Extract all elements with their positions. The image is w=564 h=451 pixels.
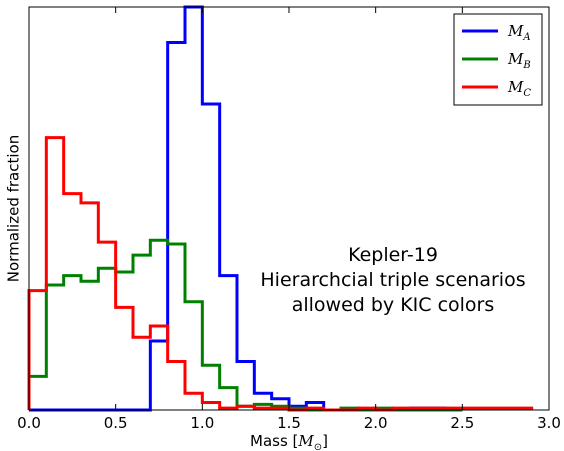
chart-annotation: Kepler-19 Hierarchcial triple scenarios …	[260, 244, 525, 316]
x-tick-label: 0.0	[17, 414, 41, 432]
annotation-line-3: allowed by KIC colors	[292, 294, 495, 316]
legend-label-c: MC	[507, 78, 531, 99]
x-tick-label: 2.5	[450, 414, 474, 432]
y-axis-label: Normalized fraction	[5, 135, 23, 282]
x-axis-label: Mass [M⊙]	[250, 432, 328, 451]
series-a-step-line	[29, 5, 463, 412]
legend: MA MB MC	[453, 13, 543, 106]
x-tick-label: 3.0	[537, 414, 561, 432]
x-tick-label: 1.5	[277, 414, 301, 432]
ticks-layer	[28, 7, 550, 410]
x-tick-label: 1.0	[190, 414, 214, 432]
annotation-line-2: Hierarchcial triple scenarios	[260, 269, 525, 291]
legend-label-a: MA	[507, 22, 531, 43]
series-c-step-line	[27, 136, 534, 412]
annotation-line-1: Kepler-19	[348, 244, 438, 266]
x-tick-labels: 0.0 0.5 1.0 1.5 2.0 2.5 3.0	[17, 414, 561, 432]
x-tick-label: 0.5	[104, 414, 128, 432]
x-tick-label: 2.0	[364, 414, 388, 432]
legend-label-b: MB	[507, 50, 531, 71]
